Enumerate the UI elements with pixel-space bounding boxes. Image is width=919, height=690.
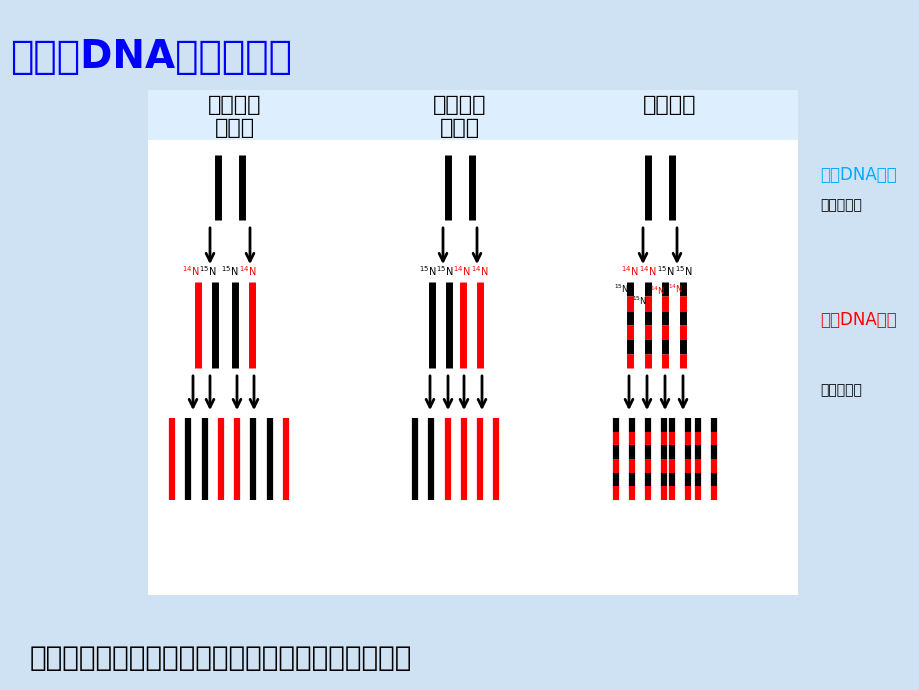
Text: $^{15}$N: $^{15}$N	[675, 264, 692, 278]
Text: 半保留复: 半保留复	[208, 95, 262, 115]
Text: $^{14}$N: $^{14}$N	[667, 283, 683, 295]
Text: 制模型: 制模型	[215, 118, 255, 138]
Text: $^{15}$N: $^{15}$N	[436, 264, 453, 278]
Text: 子代DNA分子: 子代DNA分子	[819, 311, 896, 329]
Text: $^{14}$N: $^{14}$N	[239, 264, 256, 278]
Text: $^{14}$N: $^{14}$N	[620, 264, 638, 278]
Text: $^{15}$N: $^{15}$N	[419, 264, 437, 278]
Text: 全保留复: 全保留复	[433, 95, 486, 115]
FancyBboxPatch shape	[148, 140, 797, 595]
Text: 第一次复制: 第一次复制	[819, 198, 861, 212]
Text: $^{15}$N: $^{15}$N	[199, 264, 217, 278]
Text: 一、对DNA复制的推测: 一、对DNA复制的推测	[10, 38, 291, 76]
Text: 如果要你来设计实验，你认为最基本的思路是什么？: 如果要你来设计实验，你认为最基本的思路是什么？	[30, 644, 412, 672]
Text: 分散模型: 分散模型	[642, 95, 696, 115]
Text: 第二次复制: 第二次复制	[819, 383, 861, 397]
Text: $^{14}$N: $^{14}$N	[182, 264, 199, 278]
Text: $^{15}$N: $^{15}$N	[221, 264, 238, 278]
Text: $^{14}$N: $^{14}$N	[650, 284, 665, 297]
FancyBboxPatch shape	[148, 90, 797, 140]
Text: $^{14}$N: $^{14}$N	[639, 264, 656, 278]
Text: $^{15}$N: $^{15}$N	[656, 264, 674, 278]
Text: $^{14}$N: $^{14}$N	[471, 264, 488, 278]
Text: $^{14}$N: $^{14}$N	[453, 264, 471, 278]
Text: $^{15}$N: $^{15}$N	[631, 295, 647, 307]
Text: $^{15}$N: $^{15}$N	[614, 283, 629, 295]
Text: 亲代DNA分子: 亲代DNA分子	[819, 166, 896, 184]
Text: 制模型: 制模型	[439, 118, 480, 138]
